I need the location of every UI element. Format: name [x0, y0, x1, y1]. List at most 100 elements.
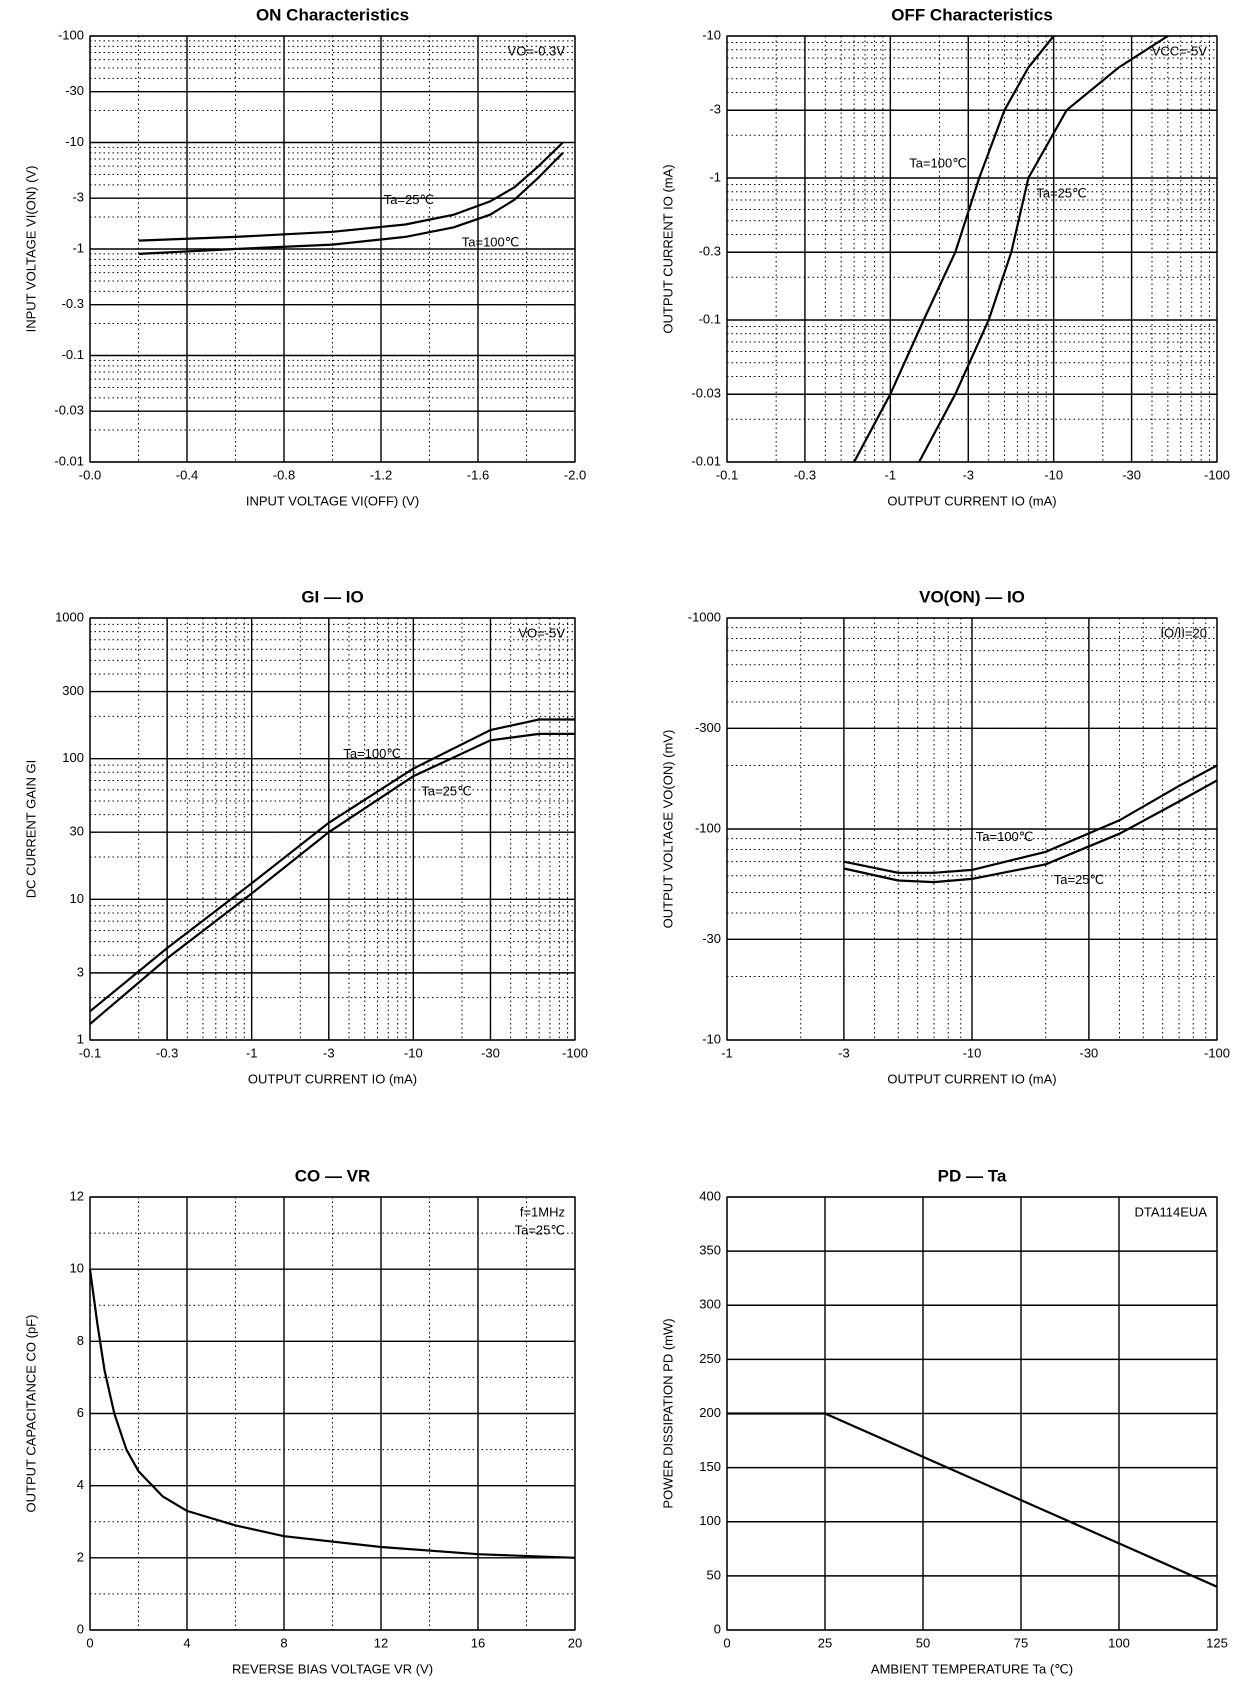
series-line [843, 764, 1218, 874]
x-tick-label: -0.1 [716, 467, 738, 482]
plot-frame [89, 617, 576, 1041]
series-line [89, 732, 575, 1025]
y-tick-label: -1000 [688, 609, 721, 624]
y-tick-label: -0.03 [54, 403, 84, 418]
y-axis-label: DC CURRENT GAIN GI [23, 760, 38, 898]
x-tick-label: -3 [962, 467, 974, 482]
y-tick-label: -1 [72, 240, 84, 255]
annotation: VO=-5V [518, 625, 565, 640]
y-tick-label: 8 [77, 1333, 84, 1348]
annotation: DTA114EUA [1135, 1204, 1208, 1219]
plot-frame [726, 617, 1218, 1041]
y-axis-label: INPUT VOLTAGE VI(ON) (V) [23, 166, 38, 333]
series-label: Ta=25℃ [384, 192, 434, 207]
x-tick-label: 100 [1108, 1635, 1130, 1650]
chart-title: ON Characteristics [256, 5, 409, 24]
y-tick-label: 3 [77, 964, 84, 979]
y-tick-label: 1 [77, 1031, 84, 1046]
y-tick-label: 0 [714, 1621, 721, 1636]
series-line [853, 35, 1055, 463]
chart-title: CO — VR [295, 1166, 371, 1185]
x-tick-label: -10 [404, 1045, 423, 1060]
x-axis-label: AMBIENT TEMPERATURE Ta (℃) [871, 1661, 1073, 1676]
x-tick-label: -30 [481, 1045, 500, 1060]
y-tick-label: 6 [77, 1405, 84, 1420]
y-tick-label: -3 [72, 190, 84, 205]
x-axis-label: OUTPUT CURRENT IO (mA) [887, 1071, 1056, 1086]
x-tick-label: 20 [568, 1635, 582, 1650]
series-label: Ta=100℃ [343, 746, 401, 761]
x-axis-label: REVERSE BIAS VOLTAGE VR (V) [232, 1661, 433, 1676]
x-tick-label: -3 [838, 1045, 850, 1060]
x-tick-label: -30 [1079, 1045, 1098, 1060]
plot-frame [89, 1196, 576, 1631]
chart-title: VO(ON) — IO [919, 587, 1025, 606]
y-tick-label: -10 [65, 134, 84, 149]
series-label: Ta=25℃ [421, 784, 471, 799]
chart-title: GI — IO [301, 587, 363, 606]
plot-frame [726, 35, 1218, 463]
x-tick-label: -0.0 [79, 467, 101, 482]
x-tick-label: 50 [916, 1635, 930, 1650]
x-axis-label: INPUT VOLTAGE VI(OFF) (V) [246, 493, 419, 508]
x-tick-label: 25 [818, 1635, 832, 1650]
x-tick-label: 8 [280, 1635, 287, 1650]
annotation: VO=-0.3V [508, 43, 566, 58]
y-tick-label: -100 [58, 27, 84, 42]
x-tick-label: -0.1 [79, 1045, 101, 1060]
x-tick-label: -0.3 [156, 1045, 178, 1060]
series-label: Ta=100℃ [462, 235, 520, 250]
x-tick-label: 4 [183, 1635, 190, 1650]
y-tick-label: 350 [699, 1243, 721, 1258]
y-tick-label: 50 [707, 1567, 721, 1582]
x-tick-label: 75 [1014, 1635, 1028, 1650]
x-tick-label: -2.0 [564, 467, 586, 482]
annotation: Ta=25℃ [515, 1222, 565, 1237]
x-axis-label: OUTPUT CURRENT IO (mA) [887, 493, 1056, 508]
x-tick-label: -1.2 [370, 467, 392, 482]
x-tick-label: -30 [1122, 467, 1141, 482]
x-tick-label: -0.3 [794, 467, 816, 482]
y-tick-label: 100 [62, 750, 84, 765]
y-tick-label: 200 [699, 1405, 721, 1420]
x-tick-label: -100 [1204, 1045, 1230, 1060]
chart-title: PD — Ta [938, 1166, 1007, 1185]
series-line [88, 1269, 576, 1559]
y-tick-label: -3 [709, 102, 721, 117]
y-tick-label: -30 [702, 931, 721, 946]
annotation: VCC=-5V [1152, 43, 1208, 58]
x-tick-label: -1.6 [467, 467, 489, 482]
y-tick-label: 1000 [55, 609, 84, 624]
y-tick-label: -300 [695, 720, 721, 735]
y-axis-label: OUTPUT VOLTAGE VO(ON) (mV) [660, 730, 675, 929]
series-line [89, 718, 575, 1013]
y-tick-label: 30 [70, 824, 84, 839]
series-label: Ta=25℃ [1036, 185, 1086, 200]
y-tick-label: -1 [709, 169, 721, 184]
plot-frame [89, 35, 576, 463]
y-axis-label: OUTPUT CAPACITANCE CO (pF) [23, 1315, 38, 1513]
y-tick-label: 400 [699, 1188, 721, 1203]
y-tick-label: 10 [70, 1261, 84, 1276]
annotation: f=1MHz [520, 1204, 565, 1219]
series-line [727, 1412, 1218, 1588]
y-tick-label: -0.3 [699, 244, 721, 259]
y-tick-label: 250 [699, 1351, 721, 1366]
x-tick-label: -100 [1204, 467, 1230, 482]
annotation: IO/II=20 [1160, 625, 1207, 640]
x-tick-label: -1 [721, 1045, 733, 1060]
y-tick-label: 10 [70, 891, 84, 906]
chart-title: OFF Characteristics [891, 5, 1053, 24]
y-tick-label: -100 [695, 820, 721, 835]
y-tick-label: -0.01 [691, 453, 721, 468]
y-tick-label: 300 [699, 1297, 721, 1312]
x-tick-label: -0.8 [273, 467, 295, 482]
y-tick-label: -30 [65, 83, 84, 98]
x-tick-label: -1 [885, 467, 897, 482]
x-tick-label: -3 [323, 1045, 335, 1060]
series-line [138, 141, 564, 242]
series-line [918, 35, 1169, 463]
y-tick-label: -0.3 [62, 296, 84, 311]
y-tick-label: 12 [70, 1188, 84, 1203]
